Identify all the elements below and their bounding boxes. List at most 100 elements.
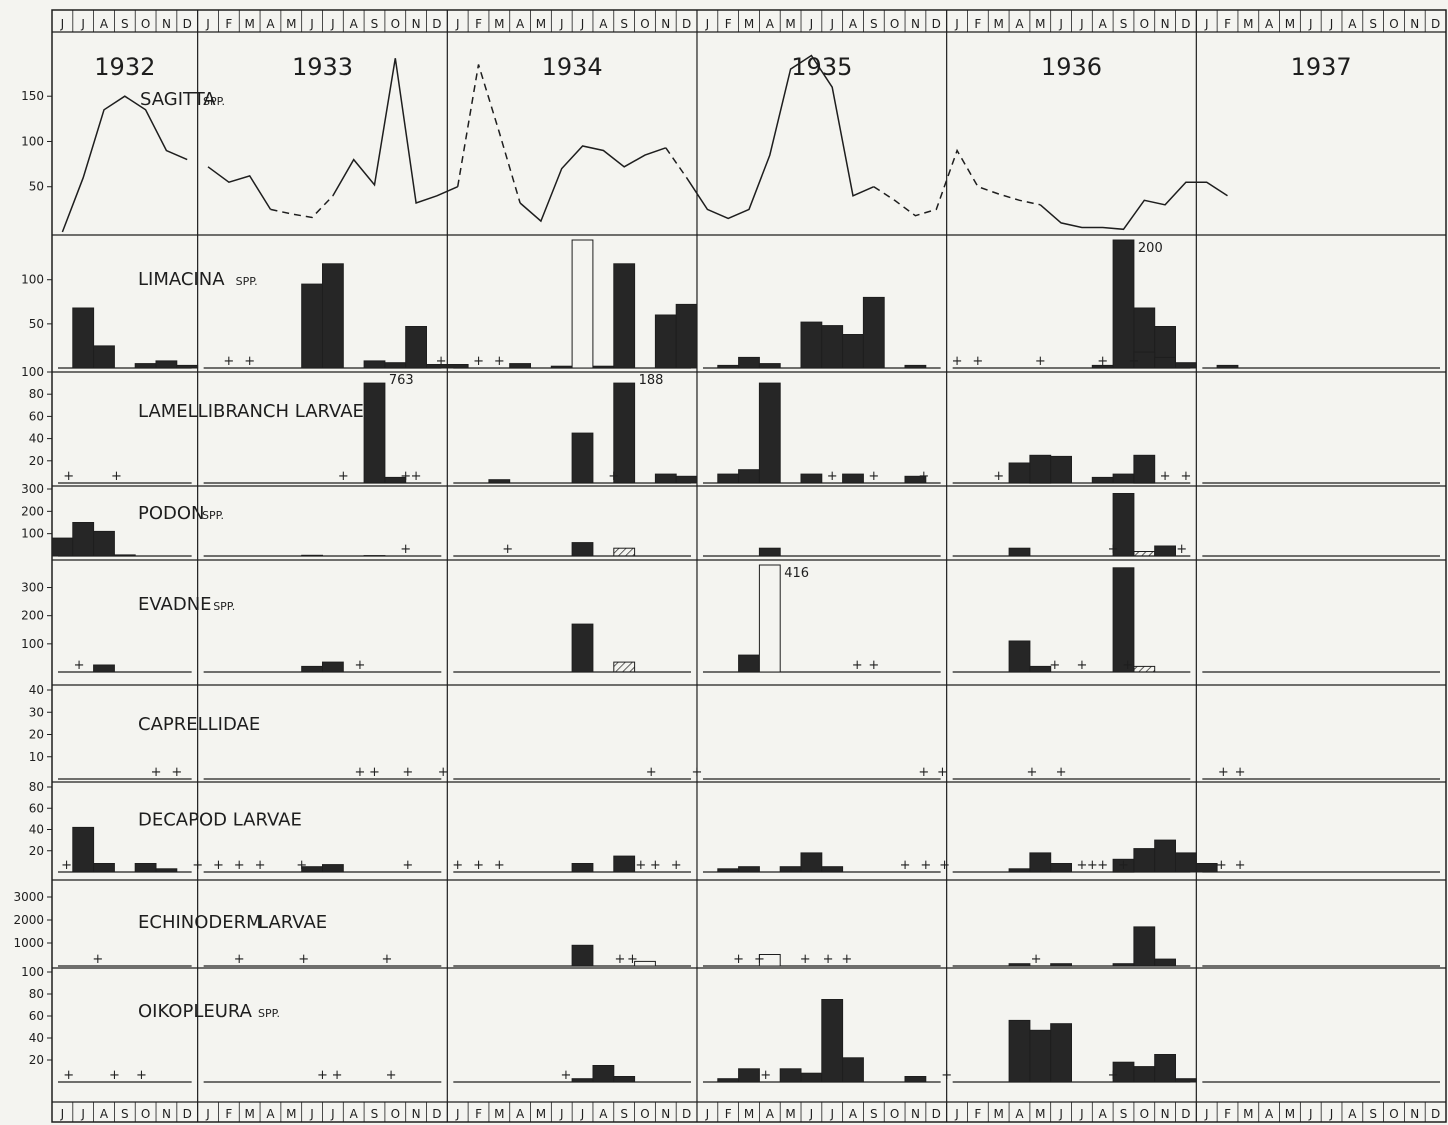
plus-marker: +	[918, 469, 929, 484]
top-month-label: J	[954, 17, 959, 31]
bottom-month-label: A	[1348, 1107, 1357, 1121]
top-month-label: F	[1224, 17, 1231, 31]
plus-marker: +	[354, 765, 365, 780]
data-bar	[446, 364, 469, 369]
data-bar	[613, 547, 636, 557]
data-bar	[155, 868, 178, 873]
plus-marker: +	[608, 469, 619, 484]
plus-marker: +	[171, 765, 182, 780]
y-tick-label: 60	[29, 801, 44, 815]
plus-marker: +	[646, 765, 657, 780]
data-bar	[717, 1078, 740, 1083]
y-tick-label: 50	[29, 180, 44, 194]
top-month-label: S	[371, 17, 379, 31]
bottom-month-label: O	[391, 1107, 400, 1121]
data-bar	[571, 239, 594, 369]
bottom-month-label: D	[183, 1107, 192, 1121]
bottom-month-label: S	[1369, 1107, 1377, 1121]
plus-marker: +	[1176, 542, 1187, 557]
y-tick-label: 30	[29, 705, 44, 719]
data-bar	[758, 547, 781, 557]
bottom-month-label: J	[309, 1107, 314, 1121]
data-bar	[1008, 1019, 1031, 1083]
data-bar	[1112, 239, 1135, 369]
plus-marker: +	[317, 1068, 328, 1083]
top-month-label: D	[682, 17, 691, 31]
data-bar	[93, 345, 115, 369]
data-bar	[571, 542, 594, 557]
bottom-month-label: S	[121, 1107, 129, 1121]
data-bar	[904, 475, 927, 484]
data-bar	[613, 855, 636, 873]
y-tick-label: 100	[21, 527, 44, 541]
bottom-month-label: J	[1079, 1107, 1084, 1121]
y-tick-label: 80	[29, 780, 44, 794]
bottom-month-label: F	[225, 1107, 232, 1121]
plus-marker: +	[733, 952, 744, 967]
data-bar	[613, 661, 636, 673]
plus-marker: +	[823, 952, 834, 967]
top-month-label: J	[455, 17, 460, 31]
data-bar	[571, 863, 594, 873]
plus-marker: +	[111, 469, 122, 484]
sagitta-line-segment	[207, 166, 272, 210]
plus-marker: +	[972, 354, 983, 369]
plus-marker: +	[494, 354, 505, 369]
top-month-label: N	[412, 17, 421, 31]
top-month-label: J	[809, 17, 814, 31]
plus-marker: +	[74, 658, 85, 673]
bottom-month-label: A	[1265, 1107, 1274, 1121]
plus-marker: +	[234, 858, 245, 873]
data-bar	[1050, 963, 1072, 967]
y-tick-label: 40	[29, 823, 44, 837]
bottom-month-label: M	[993, 1107, 1003, 1121]
data-bar	[758, 382, 781, 484]
data-bar	[675, 303, 698, 369]
top-month-label: M	[744, 17, 754, 31]
plus-marker: +	[1049, 658, 1060, 673]
data-bar	[1091, 476, 1114, 484]
panel-title-caprellidae: CAPRELLIDAE	[138, 714, 260, 735]
bottom-month-label: J	[809, 1107, 814, 1121]
data-bar	[1154, 958, 1176, 967]
panel-title-oikopleura: OIKOPLEURA	[138, 1001, 253, 1022]
plus-marker: +	[1235, 765, 1246, 780]
bottom-month-label: J	[80, 1107, 85, 1121]
plus-marker: +	[1056, 765, 1067, 780]
y-tick-label: 20	[29, 844, 44, 858]
bottom-month-label: N	[661, 1107, 670, 1121]
plus-marker: +	[473, 354, 484, 369]
bottom-month-label: N	[412, 1107, 421, 1121]
y-tick-label: 100	[21, 273, 44, 287]
top-month-label: S	[620, 17, 628, 31]
data-bar	[634, 960, 656, 967]
data-bar	[571, 1078, 594, 1083]
data-bar	[384, 476, 407, 484]
y-tick-label: 10	[29, 750, 44, 764]
bottom-month-label: S	[371, 1107, 379, 1121]
plus-marker: +	[1218, 765, 1229, 780]
year-label-1935: 1935	[791, 53, 852, 81]
data-bar	[1029, 665, 1052, 673]
plus-marker: +	[560, 1068, 571, 1083]
top-month-label: J	[559, 17, 564, 31]
plus-marker: +	[382, 952, 393, 967]
data-bar	[904, 364, 927, 369]
plus-marker: +	[438, 765, 449, 780]
sagitta-line-segment	[332, 58, 459, 205]
bottom-month-label: M	[785, 1107, 795, 1121]
data-bar	[1195, 863, 1218, 873]
plus-marker: +	[952, 354, 963, 369]
plus-marker: +	[1180, 469, 1191, 484]
plus-marker: +	[494, 858, 505, 873]
plus-marker: +	[635, 858, 646, 873]
top-month-label: A	[849, 17, 858, 31]
top-month-label: A	[599, 17, 608, 31]
plus-marker: +	[900, 858, 911, 873]
plus-marker: +	[1235, 858, 1246, 873]
data-bar	[301, 554, 324, 557]
bottom-month-label: J	[330, 1107, 335, 1121]
bottom-month-label: D	[432, 1107, 441, 1121]
bottom-month-label: S	[870, 1107, 878, 1121]
plus-marker: +	[192, 858, 203, 873]
